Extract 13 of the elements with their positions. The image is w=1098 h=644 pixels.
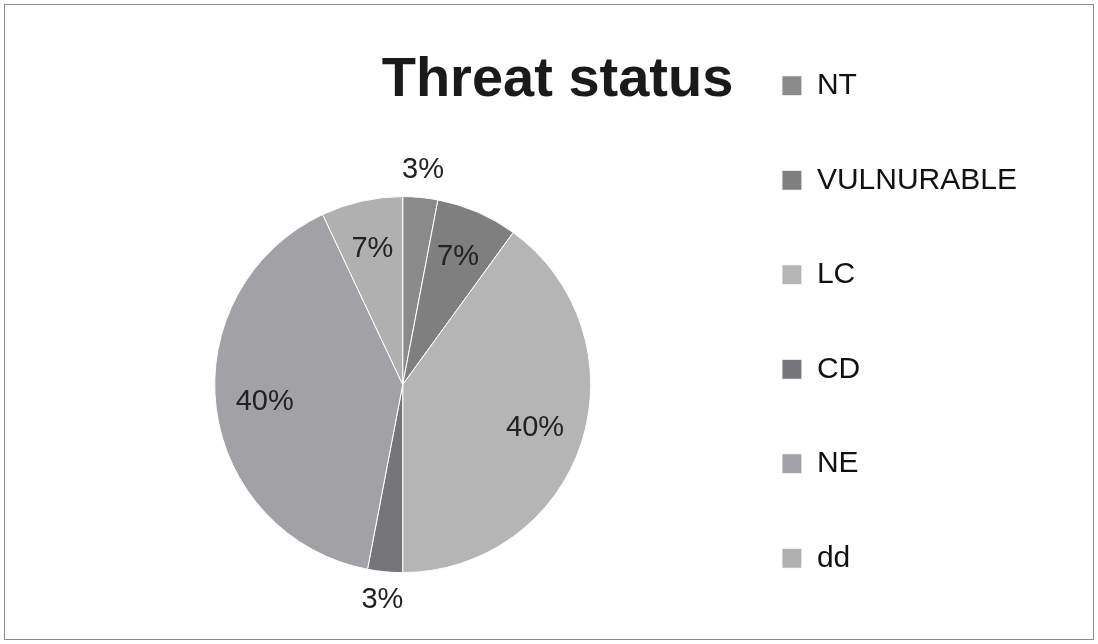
legend-label: NE [816, 445, 859, 479]
legend-label: CD [816, 350, 861, 384]
legend-label: VULNURABLE [816, 161, 1018, 195]
data-label: 3% [361, 581, 404, 614]
chart-title: Threat status [381, 45, 734, 109]
data-label: 3% [402, 151, 444, 184]
data-label: 40% [506, 409, 565, 442]
legend-label: NT [816, 67, 857, 101]
data-label: 7% [437, 238, 479, 271]
data-label: 40% [235, 384, 294, 417]
legend-label: dd [816, 539, 851, 573]
legend-label: LC [816, 256, 856, 290]
data-label: 7% [351, 230, 394, 263]
